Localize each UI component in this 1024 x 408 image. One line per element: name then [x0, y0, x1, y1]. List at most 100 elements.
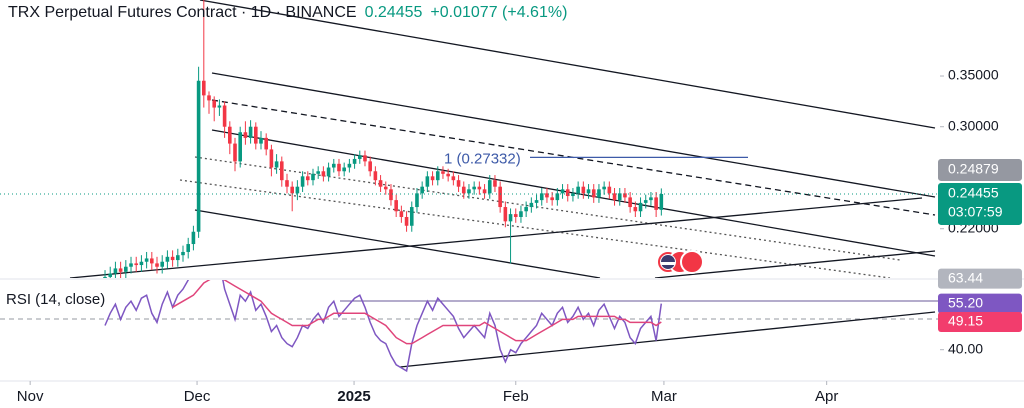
rsi-y-tick-label: 40.00	[948, 340, 983, 356]
candle-body	[602, 186, 606, 190]
candle-body	[539, 193, 544, 201]
candle-body	[659, 194, 664, 210]
candle-body	[274, 161, 279, 168]
candle-body	[467, 189, 471, 194]
candle-body	[581, 186, 586, 194]
candle-body	[129, 263, 133, 267]
header: TRX Perpetual Futures Contract · 1D · BI…	[8, 4, 567, 22]
candle-body	[108, 273, 113, 277]
candle-body	[222, 105, 227, 127]
candle-body	[383, 186, 388, 190]
candle-body	[264, 137, 268, 150]
last-price-tag-label: 0.24455	[948, 185, 999, 201]
candle-body	[482, 189, 487, 194]
candle-body	[534, 200, 539, 203]
candle-body	[571, 193, 575, 197]
candle-body	[446, 173, 450, 177]
candle-body	[597, 189, 601, 198]
candle-body	[576, 186, 580, 194]
trend-line	[211, 129, 936, 257]
candle-body	[643, 200, 648, 203]
candle-body	[498, 186, 502, 208]
event-flags[interactable]	[656, 250, 704, 274]
x-tick-label: Mar	[651, 388, 677, 405]
candle-body	[118, 268, 123, 272]
candle-body	[638, 202, 643, 212]
candle-body	[378, 180, 383, 187]
rsi-tag-label: 63.44	[948, 269, 983, 285]
last-price: 0.24455	[364, 4, 423, 21]
candle-body	[607, 186, 612, 194]
candle-body	[623, 193, 627, 198]
candle-body	[357, 155, 362, 159]
candle-body	[649, 197, 653, 201]
rsi-tag	[938, 293, 1022, 314]
fib-level-label: 1 (0.27332)	[444, 150, 521, 167]
trend-line	[194, 156, 901, 261]
candle-body	[186, 244, 191, 252]
symbol-title: TRX Perpetual Futures Contract · 1D · BI…	[8, 4, 357, 21]
candle-body	[420, 186, 424, 194]
candle-body	[441, 171, 445, 174]
rsi-line	[104, 280, 663, 373]
price-change: +0.01077 (+4.61%)	[430, 4, 568, 21]
candle-body	[456, 180, 461, 187]
candle-body	[519, 211, 523, 217]
candle-body	[181, 251, 185, 256]
candle-body	[285, 180, 289, 187]
candle-body	[508, 214, 513, 222]
candle-body	[425, 176, 430, 187]
candle-body	[565, 189, 570, 197]
candle-body	[207, 95, 211, 101]
rsi-title: RSI (14, close)	[6, 291, 105, 308]
candle-body	[612, 193, 617, 201]
candle-body	[150, 258, 154, 264]
candle-body	[617, 193, 622, 201]
trend-line	[199, 0, 936, 129]
candle-body	[295, 186, 300, 194]
candle-body	[165, 256, 170, 262]
rsi-tag-label: 49.15	[948, 313, 983, 329]
candle-body	[321, 171, 326, 177]
candle-body	[305, 176, 310, 181]
candle-body	[404, 216, 409, 226]
candle-body	[545, 193, 549, 198]
candle-body	[550, 197, 554, 201]
candle-body	[560, 189, 565, 194]
axes: 0.450000.350000.300000.220000.19000NovDe…	[17, 0, 1022, 405]
candle-body	[633, 207, 638, 212]
candle-body	[389, 189, 393, 201]
candle-body	[170, 256, 175, 261]
x-tick-label: Dec	[184, 388, 211, 405]
rsi-tag-label: 55.20	[948, 294, 983, 310]
candle-body	[342, 167, 346, 172]
rsi-pane	[0, 280, 940, 373]
candle-body	[176, 255, 180, 261]
candle-body	[472, 186, 476, 190]
candle-body	[347, 163, 352, 168]
candle-body	[160, 261, 165, 267]
candle-body	[124, 266, 128, 272]
candle-body	[217, 105, 222, 108]
x-tick-label: Feb	[503, 388, 529, 405]
candle-body	[430, 176, 435, 181]
candle-body	[461, 186, 466, 194]
candle-body	[654, 197, 658, 210]
candle-body	[409, 207, 414, 226]
trend-lines	[69, 0, 936, 278]
candle-body	[586, 189, 591, 194]
candle-body	[233, 143, 237, 162]
countdown-label: 03:07:59	[948, 204, 1003, 220]
candle-body	[487, 180, 492, 194]
rsi-trend-line	[399, 311, 936, 368]
candle-body	[144, 258, 149, 262]
candle-body	[316, 171, 320, 174]
candle-body	[202, 80, 206, 96]
candle-body	[503, 207, 508, 222]
candle-body	[352, 158, 357, 164]
candle-body	[191, 231, 196, 245]
candle-body	[326, 167, 331, 177]
candle-body	[368, 161, 372, 172]
y-tick-label: 0.35000	[948, 67, 999, 83]
